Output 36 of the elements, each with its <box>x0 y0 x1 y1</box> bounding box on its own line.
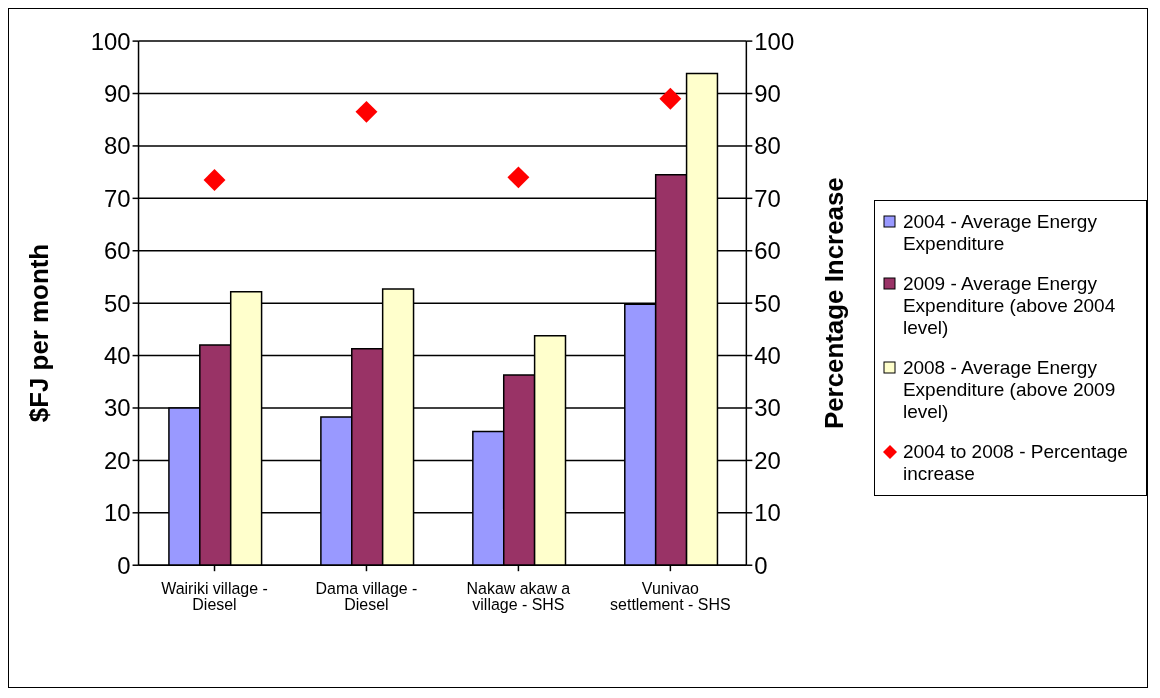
y-tick-label: 70 <box>103 184 131 212</box>
y2-tick-label: 20 <box>754 446 781 474</box>
y2-tick-label: 80 <box>754 132 781 160</box>
x-tick-label: Dama village - Diesel <box>315 580 418 614</box>
x-tick-label: Nakaw akaw a village - SHS <box>466 580 571 614</box>
legend-label: 2004 to 2008 - Percentage increase <box>902 441 1129 485</box>
y2-tick-label: 0 <box>754 551 768 579</box>
y2-axis-title: Percentage Increase <box>820 177 849 430</box>
point <box>659 87 682 110</box>
y-tick-label: 50 <box>103 289 131 317</box>
y-tick-label: 10 <box>103 499 131 527</box>
y-tick-label: 90 <box>103 80 131 107</box>
y2-tick-label: 70 <box>754 184 781 212</box>
x-tick-label: Vunivao settlement - SHS <box>610 580 731 614</box>
y-tick-label: 0 <box>117 551 131 579</box>
point <box>203 169 226 191</box>
y2-tick-label: 90 <box>754 80 781 107</box>
y-tick-label: 30 <box>103 394 131 422</box>
y2-tick-label: 60 <box>754 237 781 265</box>
y2-tick-label: 50 <box>754 289 781 317</box>
y2-tick-label: 40 <box>754 342 781 370</box>
y-tick-label: 80 <box>103 132 131 160</box>
y-tick-label: 40 <box>103 342 131 370</box>
y-tick-label: 60 <box>103 237 131 265</box>
y-axis-title: $FJ per month <box>24 243 53 423</box>
y2-tick-label: 100 <box>754 27 795 55</box>
point <box>355 100 378 123</box>
legend-label: 2004 - Average Energy Expenditure <box>902 211 1098 255</box>
legend-label: 2009 - Average Energy Expenditure (above 2004 level) <box>902 273 1117 339</box>
y-tick-label: 100 <box>90 27 131 55</box>
x-tick-label: Wairiki village - Diesel <box>161 580 268 614</box>
point <box>507 166 530 189</box>
y2-tick-label: 30 <box>754 394 781 422</box>
legend-label: 2008 - Average Energy Expenditure (above 2009 level) <box>902 357 1117 423</box>
y2-tick-label: 10 <box>754 499 781 527</box>
y-tick-label: 20 <box>103 446 131 474</box>
